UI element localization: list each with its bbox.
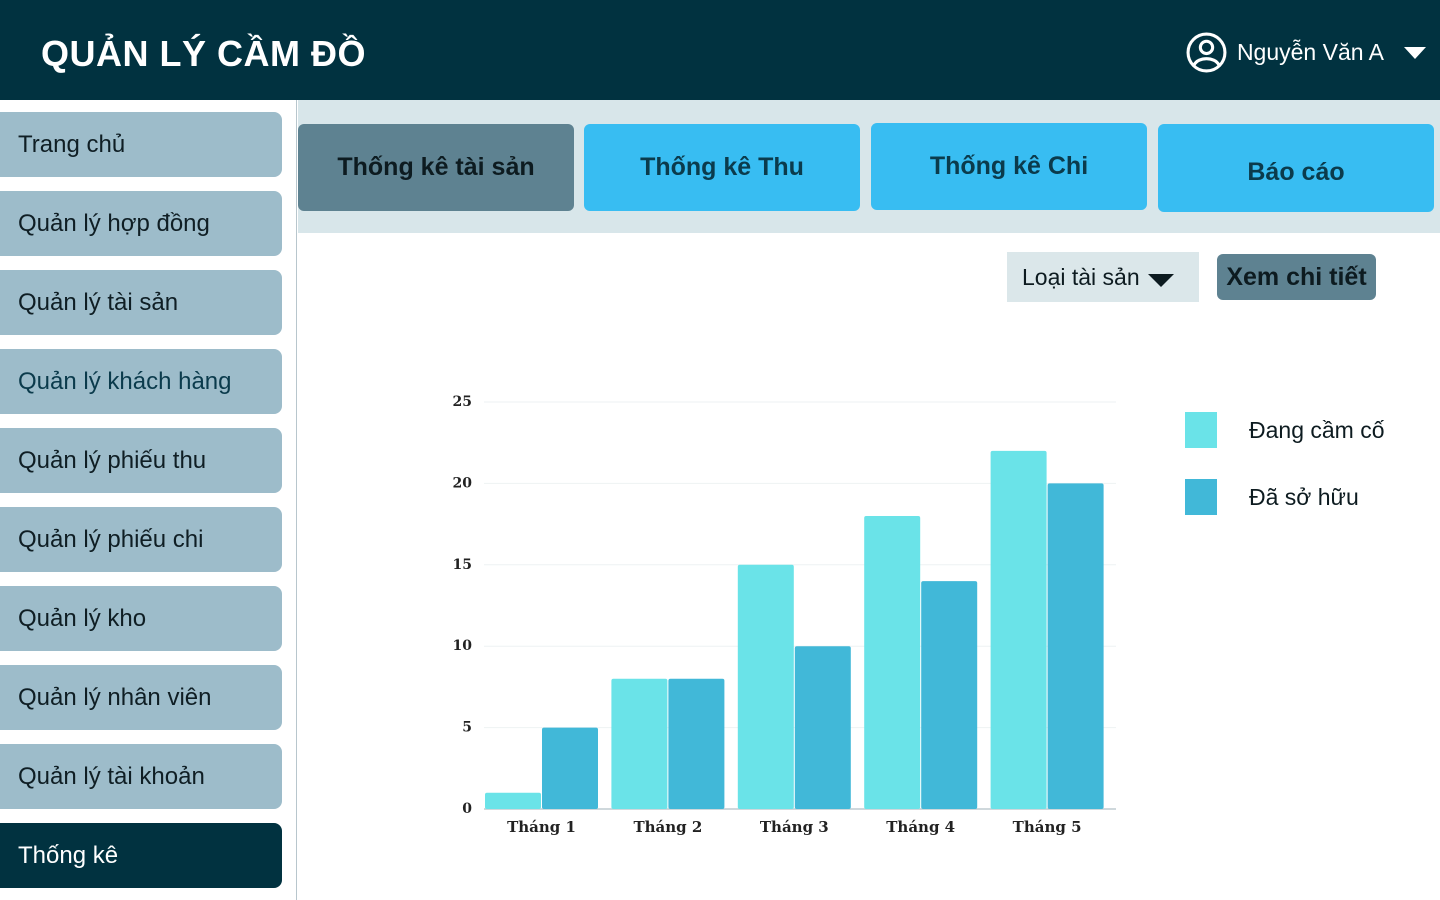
x-tick-label: Tháng 4 xyxy=(886,818,955,836)
sidebar-item-accounts[interactable]: Quản lý tài khoản xyxy=(0,744,282,809)
legend-label-owned: Đã sở hữu xyxy=(1249,483,1359,510)
sidebar-item-warehouse[interactable]: Quản lý kho xyxy=(0,586,282,651)
sidebar-item-receipts[interactable]: Quản lý phiếu thu xyxy=(0,428,282,493)
user-name: Nguyễn Văn A xyxy=(1236,39,1384,65)
bar xyxy=(611,678,668,809)
bar xyxy=(794,646,851,809)
tab-asset-statistics[interactable]: Thống kê tài sản xyxy=(298,124,574,211)
tab-income-statistics[interactable]: Thống kê Thu xyxy=(584,124,860,211)
chevron-down-icon[interactable] xyxy=(1404,46,1426,59)
y-tick-label: 15 xyxy=(453,557,472,573)
tab-expense-statistics[interactable]: Thống kê Chi xyxy=(871,123,1147,210)
view-detail-button[interactable]: Xem chi tiết xyxy=(1217,254,1376,300)
tab-report[interactable]: Báo cáo xyxy=(1158,124,1434,212)
x-tick-label: Tháng 5 xyxy=(1013,818,1082,836)
x-tick-label: Tháng 1 xyxy=(507,818,576,836)
bar xyxy=(1047,483,1104,809)
asset-bar-chart: 0 5 10 15 20 25 Tháng 1 Tháng 2 Tháng 3 Tháng 4 Th… xyxy=(453,394,1116,836)
y-tick-label: 5 xyxy=(462,720,472,736)
sidebar: Trang chủ Quản lý hợp đồng Quản lý tài s… xyxy=(0,100,297,900)
bar xyxy=(921,581,978,809)
app-title: QUẢN LÝ CẦM ĐỒ xyxy=(41,33,366,74)
x-tick-label: Tháng 2 xyxy=(633,818,702,836)
sidebar-item-payments[interactable]: Quản lý phiếu chi xyxy=(0,507,282,572)
legend-item-pawned: Đang cầm cố xyxy=(1185,412,1385,448)
sidebar-item-contracts[interactable]: Quản lý hợp đồng xyxy=(0,191,282,256)
y-tick-label: 20 xyxy=(453,475,473,491)
legend-item-owned: Đã sở hữu xyxy=(1185,479,1359,515)
bar xyxy=(990,450,1047,809)
sidebar-item-staff[interactable]: Quản lý nhân viên xyxy=(0,665,282,730)
chevron-down-icon xyxy=(1147,273,1174,287)
bar xyxy=(542,727,598,809)
y-tick-label: 10 xyxy=(453,638,473,654)
app-header: QUẢN LÝ CẦM ĐỒ Nguyễn Văn A xyxy=(0,0,1440,100)
bar xyxy=(485,792,541,809)
bar xyxy=(864,515,921,809)
sidebar-item-statistics[interactable]: Thống kê xyxy=(0,823,282,888)
legend-swatch-pawned xyxy=(1185,412,1217,448)
y-tick-label: 25 xyxy=(453,394,472,410)
user-menu[interactable]: Nguyễn Văn A xyxy=(1186,32,1426,73)
sidebar-item-assets[interactable]: Quản lý tài sản xyxy=(0,270,282,335)
legend-swatch-owned xyxy=(1185,479,1217,515)
tab-bar: Thống kê tài sản Thống kê Thu Thống kê C… xyxy=(298,100,1440,233)
asset-type-select[interactable]: Loại tài sản xyxy=(1007,252,1199,302)
asset-type-select-label: Loại tài sản xyxy=(1022,263,1140,290)
y-tick-label: 0 xyxy=(462,801,472,817)
x-tick-label: Tháng 3 xyxy=(760,818,829,836)
legend-label-pawned: Đang cầm cố xyxy=(1249,416,1385,443)
bar xyxy=(668,678,725,809)
sidebar-item-home[interactable]: Trang chủ xyxy=(0,112,282,177)
bar xyxy=(737,564,794,809)
user-account-icon xyxy=(1186,32,1227,73)
sidebar-item-customers[interactable]: Quản lý khách hàng xyxy=(0,349,282,414)
